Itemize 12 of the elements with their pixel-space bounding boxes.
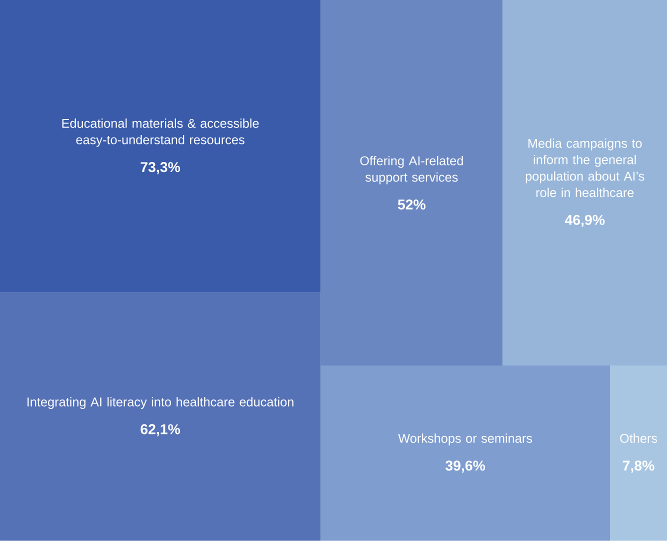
data-label: 73,3%: [140, 162, 180, 174]
category-label: Integrating AI literacy into healthcare education: [28, 397, 294, 410]
category-label: Media campaigns to inform the general population about AI’s role in healthcare: [526, 138, 644, 198]
data-label: 39,6%: [445, 460, 486, 473]
data-label: 62,1%: [140, 424, 180, 436]
data-label: 7,8%: [622, 460, 654, 473]
category-label: Workshops or seminars: [398, 434, 532, 446]
data-label: 46,9%: [564, 215, 605, 228]
category-label: Others: [620, 434, 658, 443]
category-label: Offering AI-related support services: [360, 156, 463, 184]
data-label: 52%: [398, 200, 426, 210]
category-label: Educational materials & accessible easy-to-understand resources: [62, 118, 259, 147]
